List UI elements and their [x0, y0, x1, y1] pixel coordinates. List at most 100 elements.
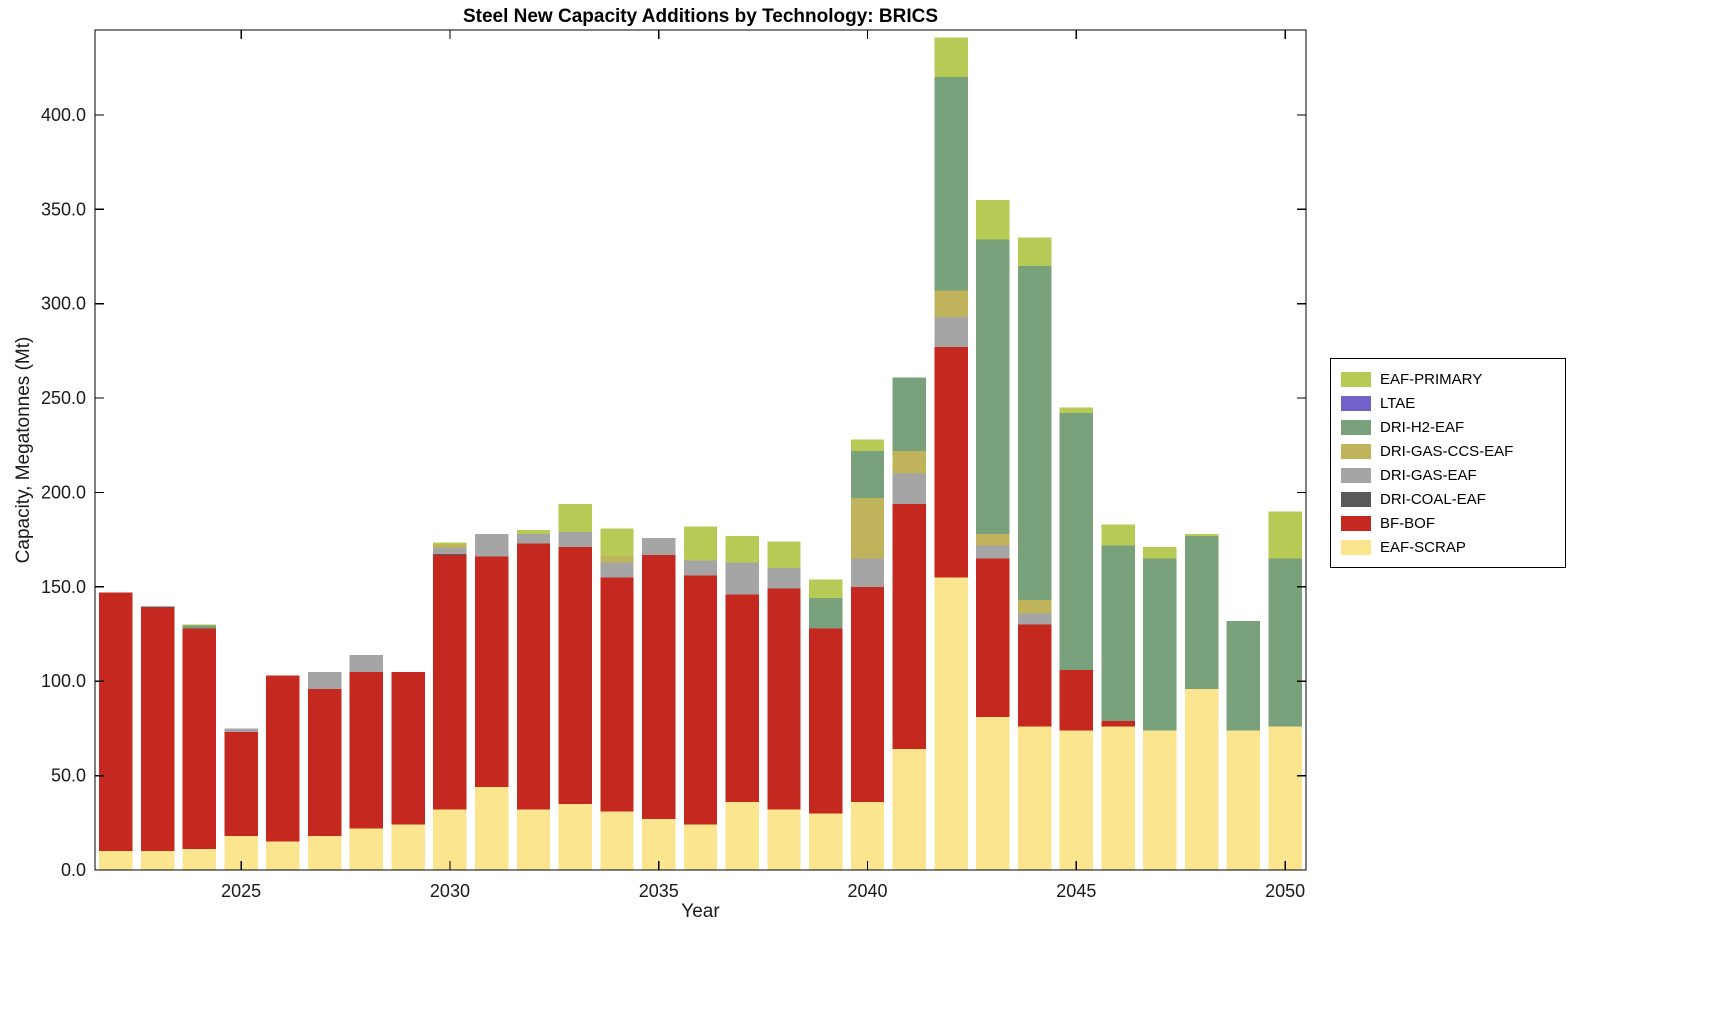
legend-swatch-dri-gas-eaf: [1341, 467, 1371, 483]
bar-segment-bf-bof-2038: [767, 588, 801, 810]
bar-segment-eaf-scrap-2039: [809, 813, 843, 870]
bar-segment-eaf-scrap-2022: [99, 851, 133, 870]
bar-segment-eaf-scrap-2046: [1101, 726, 1135, 870]
bar-segment-dri-gas-eaf-2042: [934, 316, 968, 348]
bar-segment-dri-gas-eaf-2036: [683, 560, 718, 576]
bar-segment-bf-bof-2032: [516, 543, 551, 810]
bar-segment-eaf-primary-2024: [182, 624, 217, 626]
bar-segment-eaf-scrap-2050: [1268, 726, 1302, 870]
legend-item-bf-bof: BF-BOF: [1341, 512, 1553, 534]
bar-segment-eaf-scrap-2040: [850, 802, 885, 870]
legend-swatch-dri-coal-eaf: [1341, 491, 1371, 507]
legend-item-eaf-primary: EAF-PRIMARY: [1341, 368, 1553, 390]
bar-segment-dri-gas-eaf-2035: [642, 537, 676, 555]
bar-segment-eaf-scrap-2043: [976, 717, 1010, 870]
legend-swatch-ltae: [1341, 395, 1371, 411]
bar-segment-dri-gas-eaf-2043: [976, 545, 1010, 559]
bar-segment-eaf-primary-2030: [433, 542, 467, 545]
bar-segment-bf-bof-2033: [558, 547, 592, 804]
bar-segment-dri-gas-ccs-eaf-2044: [1017, 600, 1052, 614]
bar-segment-dri-gas-ccs-eaf-2034: [600, 556, 634, 563]
bar-segment-dri-h2-eaf-2050: [1268, 558, 1302, 727]
legend-swatch-bf-bof: [1341, 515, 1371, 531]
y-tick-label: 300.0: [41, 294, 86, 314]
bar-segment-bf-bof-2031: [475, 556, 509, 787]
bar-segment-bf-bof-2042: [934, 347, 968, 578]
bar-segment-dri-gas-eaf-2038: [767, 567, 801, 589]
legend-label: DRI-GAS-EAF: [1380, 466, 1477, 484]
bar-segment-bf-bof-2029: [391, 671, 425, 825]
bar-segment-dri-h2-eaf-2045: [1059, 413, 1094, 670]
bar-segment-dri-gas-eaf-2030: [433, 548, 467, 554]
x-tick-label: 2035: [639, 881, 679, 901]
bar-segment-bf-bof-2026: [266, 675, 300, 842]
axes-box: [94, 29, 1307, 871]
bar-segment-dri-h2-eaf-2024: [182, 625, 217, 629]
bar-segment-dri-gas-eaf-2032: [516, 534, 551, 544]
bar-segment-bf-bof-2044: [1017, 624, 1052, 727]
bar-segment-bf-bof-2041: [892, 503, 926, 750]
bar-segment-eaf-scrap-2023: [140, 851, 175, 870]
bar-segment-bf-bof-2025: [224, 732, 258, 837]
bar-segment-bf-bof-2027: [307, 688, 342, 837]
bar-segment-bf-bof-2024: [182, 628, 217, 850]
bar-segment-eaf-scrap-2029: [391, 824, 425, 870]
bar-segment-eaf-scrap-2037: [725, 802, 759, 870]
x-tick-label: 2050: [1265, 881, 1305, 901]
bar-segment-eaf-scrap-2031: [475, 786, 509, 870]
legend-item-dri-gas-ccs-eaf: DRI-GAS-CCS-EAF: [1341, 440, 1553, 462]
legend-swatch-eaf-primary: [1341, 371, 1371, 387]
legend-swatch-dri-h2-eaf: [1341, 419, 1371, 435]
bar-segment-eaf-primary-2042: [934, 37, 968, 78]
bar-segment-dri-h2-eaf-2046: [1101, 545, 1135, 721]
legend-swatch-dri-gas-ccs-eaf: [1341, 443, 1371, 459]
bar-segment-eaf-scrap-2027: [307, 836, 342, 870]
bar-segment-dri-gas-eaf-2027: [307, 671, 342, 689]
x-tick-label: 2040: [848, 881, 888, 901]
bar-segment-bf-bof-2034: [600, 577, 634, 812]
bar-segment-dri-h2-eaf-2043: [976, 239, 1010, 534]
legend-label: DRI-GAS-CCS-EAF: [1380, 442, 1514, 460]
bar-segment-eaf-primary-2039: [809, 579, 843, 599]
bar-segment-eaf-primary-2044: [1017, 237, 1052, 266]
legend-item-ltae: LTAE: [1341, 392, 1553, 414]
y-tick-label: 350.0: [41, 199, 86, 219]
bar-segment-bf-bof-2037: [725, 594, 759, 803]
bar-segment-eaf-scrap-2032: [516, 809, 551, 870]
y-tick-label: 400.0: [41, 105, 86, 125]
bar-segment-dri-gas-eaf-2044: [1017, 613, 1052, 625]
bar-segment-dri-gas-eaf-2033: [558, 532, 592, 548]
bar-segment-dri-h2-eaf-2040: [850, 450, 885, 499]
bar-segment-eaf-scrap-2036: [683, 824, 718, 870]
bar-segment-bf-bof-2043: [976, 558, 1010, 718]
bar-segment-bf-bof-2040: [850, 586, 885, 803]
legend-label: DRI-COAL-EAF: [1380, 490, 1486, 508]
bar-segment-dri-coal-eaf-2023: [140, 606, 175, 608]
bar-segment-eaf-scrap-2042: [934, 577, 968, 870]
bar-segment-eaf-primary-2038: [767, 541, 801, 568]
legend-item-eaf-scrap: EAF-SCRAP: [1341, 536, 1553, 558]
bar-segment-eaf-scrap-2033: [558, 803, 592, 870]
x-axis-label: Year: [681, 901, 720, 922]
y-tick-label: 250.0: [41, 388, 86, 408]
legend-label: EAF-SCRAP: [1380, 538, 1466, 556]
bar-segment-bf-bof-2030: [433, 554, 467, 810]
bar-segment-dri-coal-eaf-2030: [433, 553, 467, 555]
bar-segment-eaf-scrap-2030: [433, 809, 467, 870]
bar-segment-eaf-primary-2048: [1184, 534, 1219, 536]
bar-segment-eaf-primary-2040: [850, 439, 885, 451]
bar-segment-dri-gas-ccs-eaf-2040: [850, 498, 885, 559]
x-tick-label: 2045: [1056, 881, 1096, 901]
bar-segment-eaf-primary-2047: [1143, 547, 1177, 559]
chart-title: Steel New Capacity Additions by Technolo…: [462, 6, 939, 27]
bar-segment-bf-bof-2045: [1059, 669, 1094, 731]
bar-segment-eaf-primary-2037: [725, 535, 759, 563]
bar-segment-bf-bof-2023: [140, 607, 175, 852]
legend-label: BF-BOF: [1380, 514, 1435, 532]
bar-segment-eaf-scrap-2047: [1143, 730, 1177, 870]
bar-segment-eaf-scrap-2026: [266, 841, 300, 870]
x-tick-label: 2030: [430, 881, 470, 901]
legend-item-dri-gas-eaf: DRI-GAS-EAF: [1341, 464, 1553, 486]
bar-segment-dri-gas-eaf-2041: [892, 473, 926, 504]
